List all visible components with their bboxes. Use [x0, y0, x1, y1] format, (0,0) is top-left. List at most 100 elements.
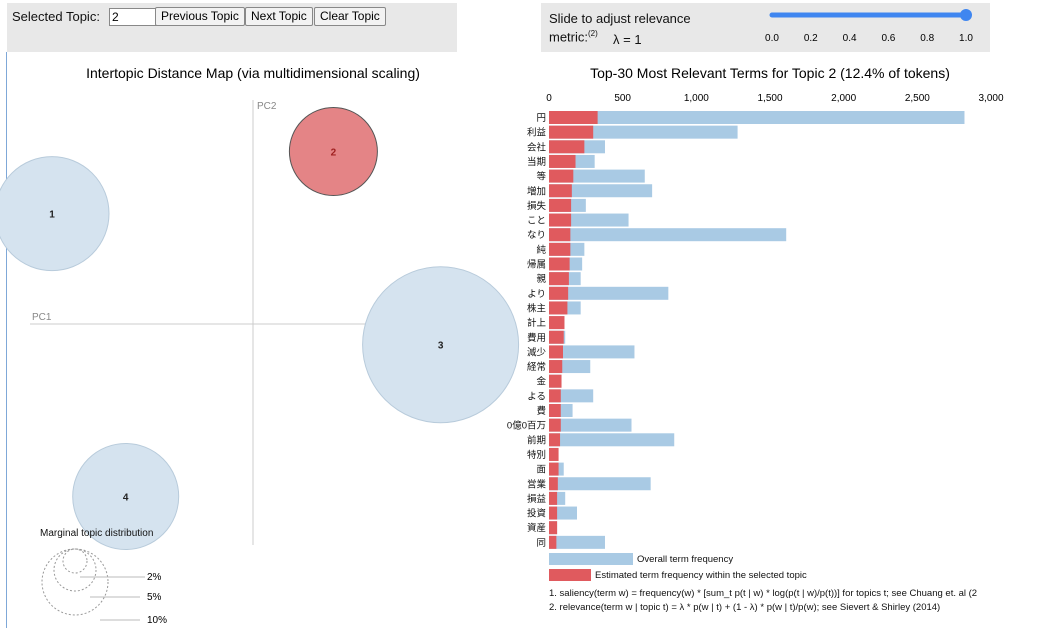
bar-overall [549, 418, 632, 432]
bar-topic [549, 257, 570, 271]
bar-topic [549, 125, 594, 139]
legend-swatch-overall [549, 553, 633, 565]
bar-legend: Overall term frequency Estimated term fr… [549, 553, 807, 581]
marginal-label-2pct: 2% [147, 572, 162, 583]
bar-topic [549, 198, 572, 212]
term-bar-chart: 0 500 1,000 1,500 2,000 2,500 3,000 円利益会社当期等増加損… [507, 93, 1004, 549]
term-label[interactable]: 金 [536, 376, 546, 388]
x-tick-label: 2,500 [905, 93, 930, 104]
bar-topic [549, 272, 569, 286]
topic-bubble-4[interactable] [72, 443, 180, 550]
term-label[interactable]: 会社 [527, 141, 547, 153]
topic-bubble-label: 4 [123, 493, 129, 504]
term-label[interactable]: 利益 [527, 127, 547, 139]
topic-bubble-label: 1 [49, 210, 55, 221]
bar-topic [549, 506, 558, 520]
x-tick-label: 1,000 [684, 93, 709, 104]
term-label[interactable]: 営業 [527, 478, 547, 490]
term-label[interactable]: 損失 [527, 200, 547, 212]
term-label[interactable]: 株主 [527, 302, 546, 314]
term-label[interactable]: 特別 [527, 449, 546, 461]
term-label[interactable]: 計上 [527, 317, 547, 329]
term-label[interactable]: 0億0百万 [507, 420, 546, 432]
bar-topic [549, 154, 576, 168]
bar-overall [549, 111, 965, 124]
term-label[interactable]: 等 [536, 171, 546, 183]
bar-topic [549, 404, 561, 417]
bar-topic [549, 169, 574, 183]
bar-topic [549, 316, 565, 330]
term-label[interactable]: 面 [536, 465, 546, 476]
slider-caption: Slide to adjust relevance [549, 11, 691, 26]
term-label[interactable]: 同 [536, 538, 546, 549]
relevance-slider[interactable]: 0.0 0.2 0.4 0.6 0.8 1.0 [765, 9, 973, 44]
clear-topic-button[interactable]: Clear Topic [314, 7, 386, 26]
bar-topic [549, 286, 569, 300]
left-panel-border [6, 52, 7, 628]
term-label[interactable]: なり [527, 230, 546, 241]
x-tick-label: 0 [546, 93, 552, 104]
topic-bubble-1[interactable] [0, 156, 110, 272]
marginal-distribution-title: Marginal topic distribution [40, 528, 153, 539]
bar-topic [549, 433, 561, 447]
bar-overall [549, 184, 653, 198]
term-label[interactable]: 費 [536, 405, 546, 417]
bar-topic [549, 477, 558, 491]
slider-handle[interactable] [960, 9, 972, 21]
bar-topic [549, 140, 585, 154]
term-label[interactable]: 損益 [527, 493, 547, 505]
bar-topic [549, 389, 561, 403]
bar-topic [549, 345, 563, 359]
term-label[interactable]: 費用 [527, 332, 546, 344]
relevance-slider-panel: Slide to adjust relevance metric:(2) λ =… [541, 3, 990, 52]
bar-overall [549, 228, 787, 242]
term-label[interactable]: より [527, 289, 546, 300]
marginal-label-10pct: 10% [147, 615, 167, 626]
bar-overall [549, 535, 605, 549]
bar-overall [549, 125, 738, 139]
previous-topic-button[interactable]: Previous Topic [155, 7, 245, 26]
next-topic-button[interactable]: Next Topic [245, 7, 313, 26]
lambda-value: λ = 1 [613, 32, 642, 47]
term-label[interactable]: 投資 [527, 508, 546, 520]
term-label[interactable]: こと [527, 216, 546, 227]
x-tick-label: 2,000 [831, 93, 856, 104]
term-label[interactable]: 資産 [527, 522, 546, 534]
topic-bubble-label: 3 [438, 341, 444, 352]
bar-topic [549, 374, 562, 388]
bar-overall [549, 477, 651, 491]
x-tick-label: 1,500 [757, 93, 782, 104]
pc1-label: PC1 [32, 312, 52, 323]
term-label[interactable]: 帰属 [527, 259, 546, 271]
topic-control-bar: Selected Topic: Previous Topic Next Topi… [7, 3, 457, 52]
x-tick-label: 500 [614, 93, 631, 104]
bar-topic [549, 491, 558, 505]
topic-bubble-2[interactable] [288, 107, 378, 196]
topic-bubble-3[interactable] [362, 266, 520, 424]
slider-tick-label: 0.6 [881, 33, 895, 44]
selected-topic-input[interactable] [109, 8, 159, 26]
term-label[interactable]: 親 [536, 273, 546, 285]
term-label[interactable]: 当期 [527, 156, 546, 168]
bar-overall [549, 286, 669, 300]
legend-label-overall: Overall term frequency [637, 554, 733, 565]
term-label[interactable]: 円 [536, 113, 546, 124]
x-tick-label: 3,000 [978, 93, 1003, 104]
legend-label-topic: Estimated term frequency within the sele… [595, 570, 807, 581]
relevant-terms-title: Top-30 Most Relevant Terms for Topic 2 (… [590, 65, 950, 81]
term-label[interactable]: 前期 [527, 434, 546, 446]
bar-topic [549, 111, 598, 124]
topic-bubble-label: 2 [331, 148, 337, 159]
term-label[interactable]: よる [527, 391, 546, 402]
pc2-label: PC2 [257, 101, 277, 112]
slider-tick-label: 0.0 [765, 33, 779, 44]
bar-topic [549, 447, 559, 461]
saliency-footnote: 1. saliency(term w) = frequency(w) * [su… [549, 588, 977, 599]
bar-overall [549, 433, 675, 447]
term-label[interactable]: 減少 [527, 346, 547, 358]
term-label[interactable]: 純 [536, 244, 546, 256]
term-label[interactable]: 経常 [527, 361, 546, 373]
term-label[interactable]: 増加 [527, 185, 546, 197]
bar-topic [549, 213, 572, 227]
bar-topic [549, 462, 559, 476]
